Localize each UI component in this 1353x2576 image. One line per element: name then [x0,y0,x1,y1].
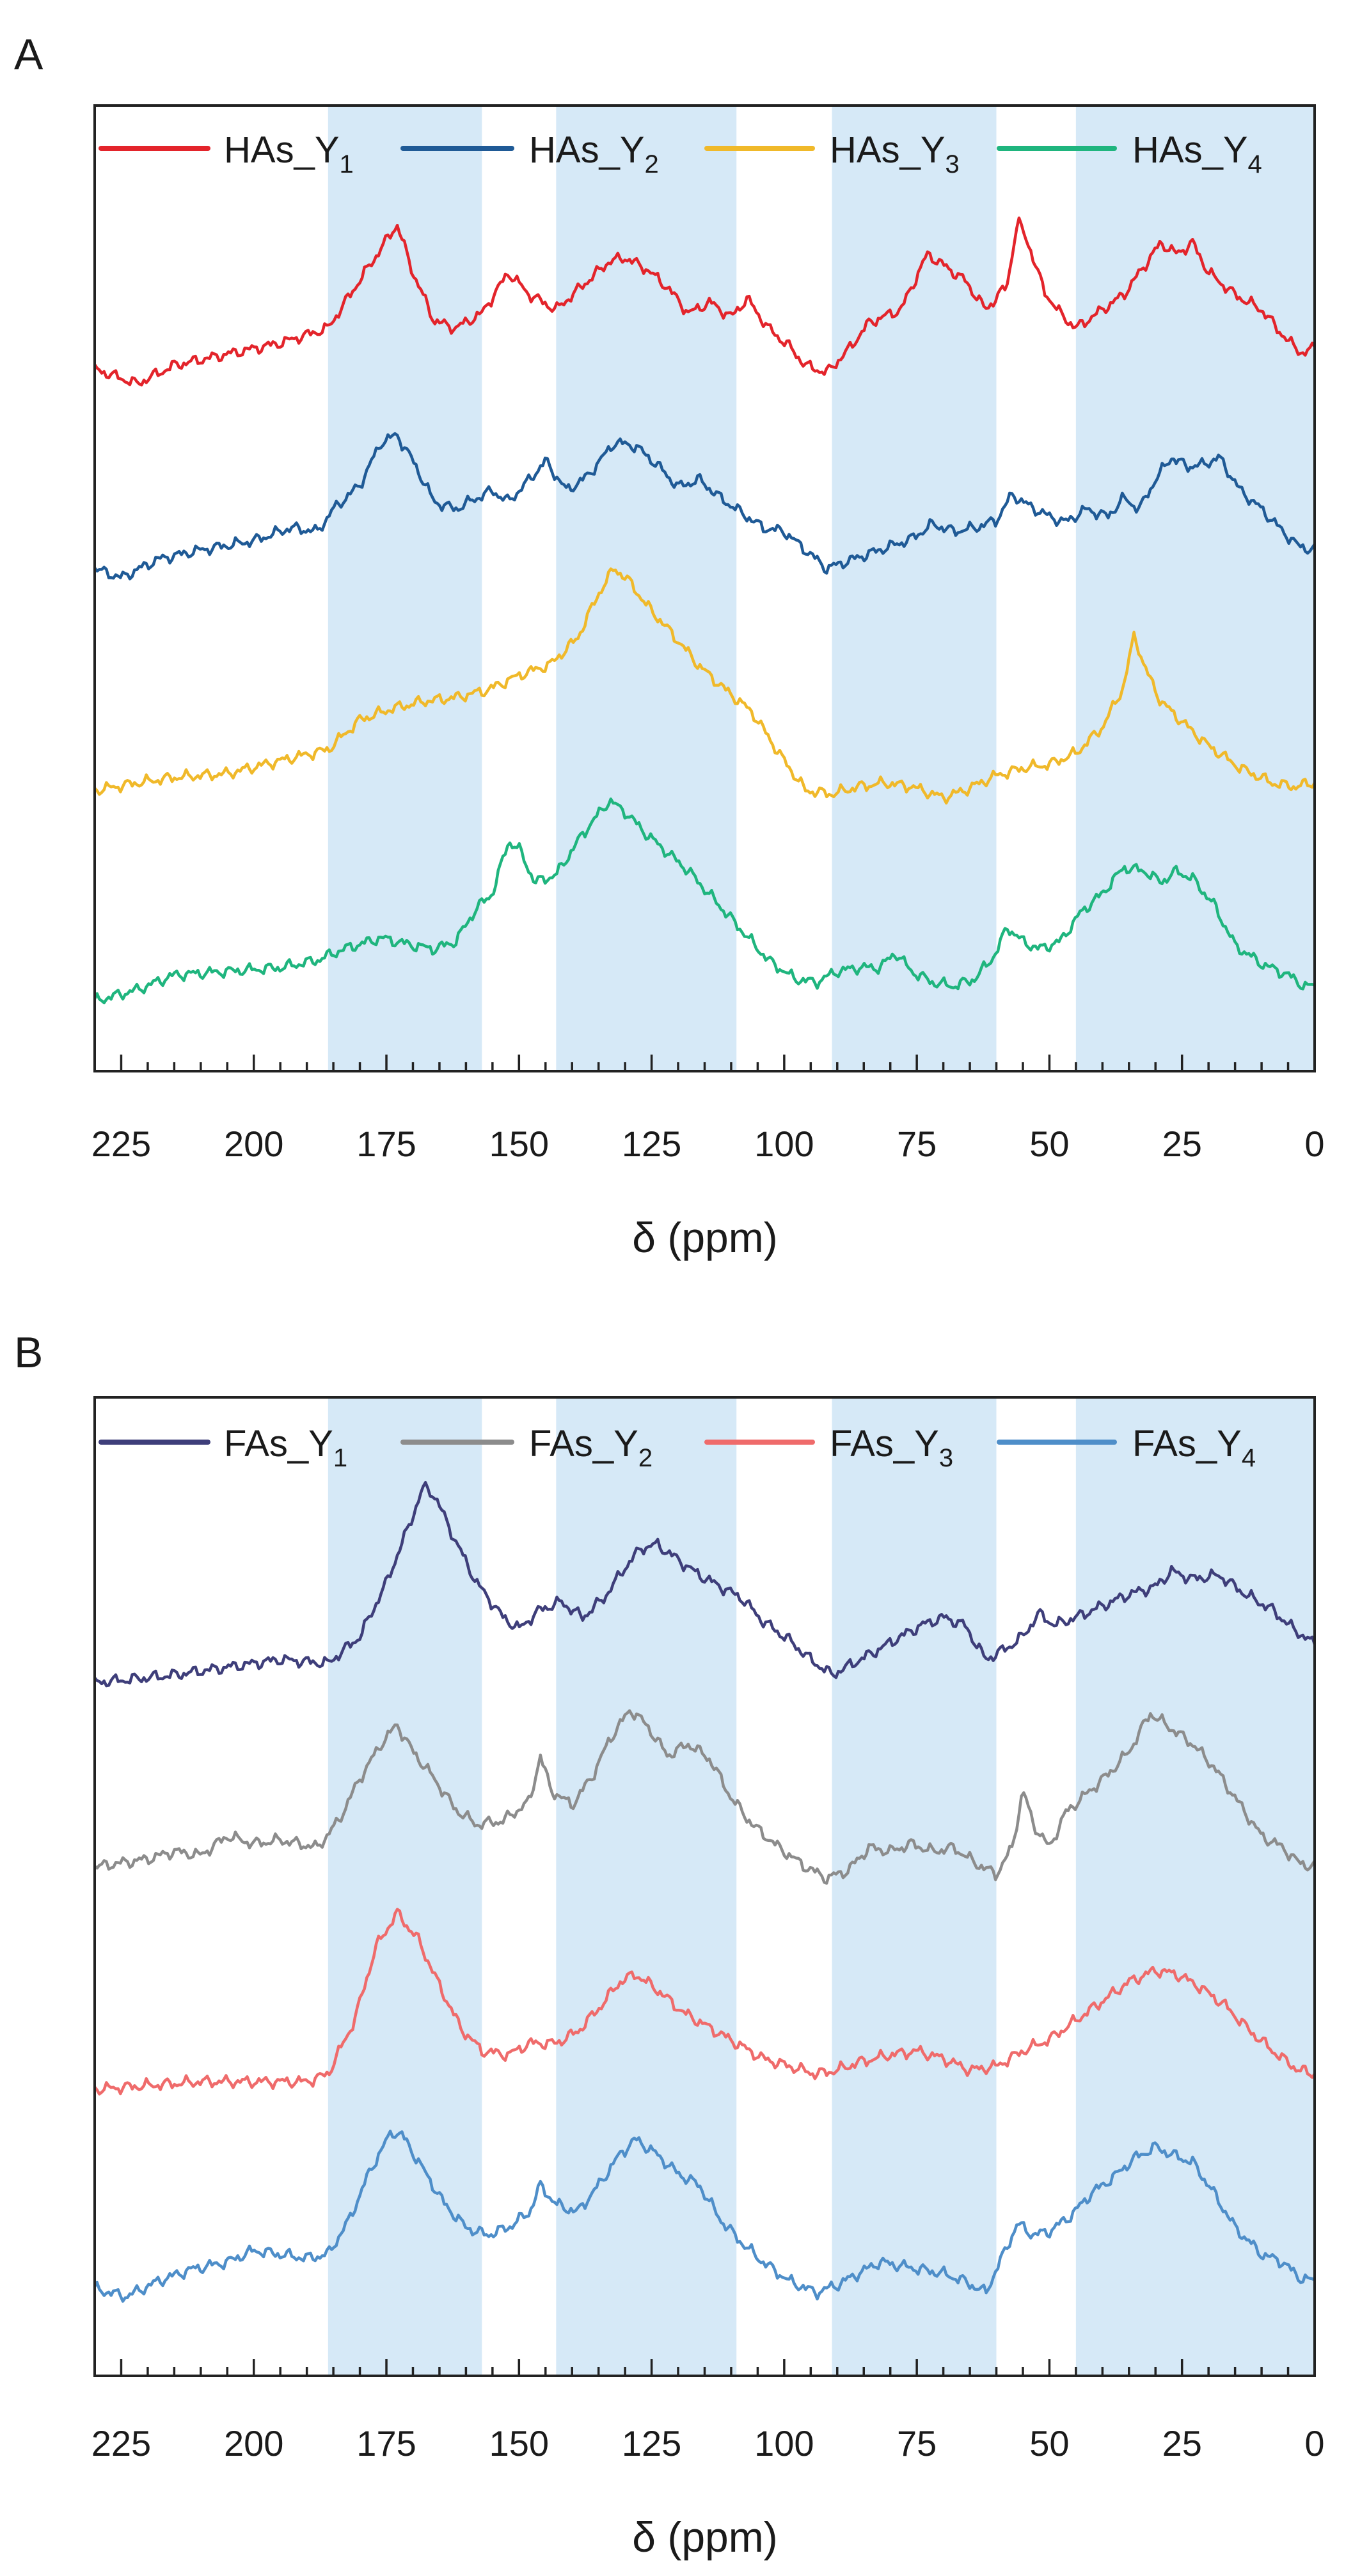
x-tick-label: 0 [1304,2423,1324,2463]
panel-a-spectra [93,216,1316,1005]
legend-entry: FAs_Y1 [224,1423,347,1472]
panel-a-highlight-regions [328,106,1315,1071]
x-tick-label: 100 [754,2423,814,2463]
panel-b: B FAs_Y1 FAs_Y2 FAs_Y3 FAs_Y4 225 200 175 150 1… [14,1328,1325,2561]
panel-b-x-axis: 225 200 175 150 125 100 75 50 25 0 [91,2359,1325,2463]
x-tick-label: 25 [1162,2423,1202,2463]
x-tick-label: 125 [622,1124,681,1164]
highlight-region [832,1397,997,2376]
panel-b-spectra [93,1480,1317,2303]
x-tick-label: 175 [356,2423,416,2463]
legend-entry: HAs_Y2 [529,129,659,178]
legend-entry-subscript: 2 [638,1444,653,1472]
legend-entry-subscript: 1 [340,150,354,178]
legend-entry: HAs_Y1 [224,129,354,178]
x-tick-label: 125 [622,2423,681,2463]
highlight-region [1075,106,1315,1071]
panel-b-legend: FAs_Y1 FAs_Y2 FAs_Y3 FAs_Y4 [99,1423,1256,1472]
legend-entry-subscript: 2 [645,150,659,178]
legend-entry: FAs_Y2 [529,1423,653,1472]
spectrum-line-fas-y1 [93,1480,1317,1688]
panel-a-label: A [14,30,44,79]
spectrum-line-fas-y4 [93,2130,1316,2303]
legend-entry: HAs_Y4 [1132,129,1262,178]
highlight-region [832,106,997,1071]
x-tick-label: 50 [1029,1124,1069,1164]
highlight-region [556,106,737,1071]
legend-entry-subscript: 3 [939,1444,953,1472]
x-tick-label: 175 [356,1124,416,1164]
x-tick-label: 0 [1304,1124,1324,1164]
highlight-region [1075,1397,1315,2376]
spectrum-line-has-y3 [93,567,1316,805]
panel-b-highlight-regions [328,1397,1315,2376]
legend-entry: FAs_Y3 [830,1423,953,1472]
x-tick-label: 200 [224,2423,283,2463]
panel-a: A HAs_Y1 HAs_Y2 HAs_Y3 HAs_Y4 225 200 175 150 1… [14,30,1325,1261]
legend-entry-subscript: 4 [1248,150,1262,178]
x-tick-label: 225 [91,2423,151,2463]
x-tick-label: 150 [489,1124,549,1164]
panel-b-label: B [14,1328,43,1377]
spectrum-line-fas-y3 [93,1908,1316,2096]
x-tick-label: 150 [489,2423,549,2463]
panel-a-legend: HAs_Y1 HAs_Y2 HAs_Y3 HAs_Y4 [99,129,1262,178]
x-tick-label: 75 [897,1124,937,1164]
spectrum-line-has-y4 [93,797,1315,1005]
panel-b-x-axis-label: δ (ppm) [632,2513,777,2561]
x-tick-label: 200 [224,1124,283,1164]
x-tick-label: 75 [897,2423,937,2463]
panel-a-x-axis-label: δ (ppm) [632,1214,777,1261]
highlight-region [328,106,482,1071]
spectrum-line-fas-y2 [93,1709,1316,1885]
x-tick-label: 225 [91,1124,151,1164]
spectrum-line-has-y1 [93,216,1316,387]
legend-entry-subscript: 4 [1242,1444,1256,1472]
legend-entry-subscript: 3 [946,150,960,178]
spectrum-line-has-y2 [93,432,1316,581]
legend-entry-subscript: 1 [333,1444,347,1472]
x-tick-label: 25 [1162,1124,1202,1164]
x-tick-label: 50 [1029,2423,1069,2463]
legend-entry: FAs_Y4 [1132,1423,1256,1472]
panel-a-x-axis: 225 200 175 150 125 100 75 50 25 0 [91,1055,1325,1164]
legend-entry: HAs_Y3 [830,129,960,178]
highlight-region [556,1397,737,2376]
x-tick-label: 100 [754,1124,814,1164]
